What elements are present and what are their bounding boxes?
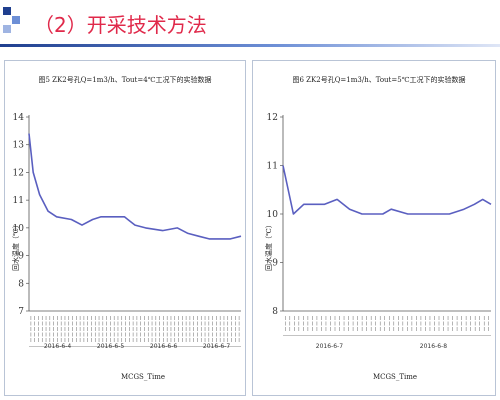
- slide-header: （2）开采技术方法: [0, 0, 500, 47]
- y-tick-label: 12: [13, 168, 24, 178]
- series-line-0: [28, 133, 242, 240]
- date-label: 2016-6-6: [150, 343, 177, 350]
- chart-title: 图6 ZK2号孔Q=1m3/h、Tout=5℃工况下的实验数据: [292, 75, 465, 84]
- x-axis-title: MCGS_Time: [373, 373, 417, 381]
- y-tick-label: 8: [272, 307, 278, 317]
- series-line-0: [282, 165, 492, 215]
- decor-square-2: [12, 16, 20, 24]
- chart-1: 图6 ZK2号孔Q=1m3/h、Tout=5℃工况下的实验数据 8 9 10 11 12 回…: [264, 75, 492, 381]
- chart-panel-left: 图5 ZK2号孔Q=1m3/h、Tout=4℃工况下的实验数据 7 8 9 10 11 12…: [4, 60, 246, 396]
- y-tick-label: 10: [13, 224, 25, 234]
- x-timestamp-band: [30, 316, 240, 342]
- date-label: 2016-6-4: [44, 343, 71, 350]
- y-tick-label: 9: [18, 252, 24, 262]
- date-label: 2016-6-5: [97, 343, 124, 350]
- chart-left-svg: 图5 ZK2号孔Q=1m3/h、Tout=4℃工况下的实验数据 7 8 9 10 11 12…: [11, 75, 242, 381]
- y-tick-label: 10: [267, 210, 279, 220]
- y-tick-label: 12: [267, 113, 278, 123]
- title-underline: [0, 44, 500, 47]
- y-tick-label: 7: [18, 307, 24, 317]
- y-tick-label: 13: [13, 141, 25, 151]
- y-axis-title: 回水温度（℃）: [11, 221, 20, 271]
- y-tick-label: 11: [267, 162, 278, 172]
- y-axis-title: 回水温度（℃）: [264, 221, 273, 271]
- date-label: 2016-6-7: [203, 343, 230, 350]
- x-axis-title: MCGS_Time: [121, 373, 165, 381]
- decor-square-3: [3, 25, 11, 33]
- y-tick-label: 9: [272, 259, 278, 269]
- y-tick-label: 8: [18, 279, 24, 289]
- chart-right-svg: 图6 ZK2号孔Q=1m3/h、Tout=5℃工况下的实验数据 8 9 10 11 12 回…: [264, 75, 492, 381]
- decor-square-1: [3, 7, 11, 15]
- x-timestamp-band: [284, 316, 490, 331]
- decor-squares: [3, 7, 25, 37]
- y-tick-label: 11: [13, 196, 24, 206]
- chart-title: 图5 ZK2号孔Q=1m3/h、Tout=4℃工况下的实验数据: [38, 75, 211, 84]
- y-tick-label: 14: [13, 113, 25, 123]
- slide-title: （2）开采技术方法: [34, 13, 207, 37]
- chart-0: 图5 ZK2号孔Q=1m3/h、Tout=4℃工况下的实验数据 7 8 9 10 11 12…: [11, 75, 242, 381]
- chart-panel-right: 图6 ZK2号孔Q=1m3/h、Tout=5℃工况下的实验数据 8 9 10 11 12 回…: [252, 60, 496, 396]
- date-label: 2016-6-7: [316, 343, 343, 350]
- date-label: 2016-6-8: [420, 343, 447, 350]
